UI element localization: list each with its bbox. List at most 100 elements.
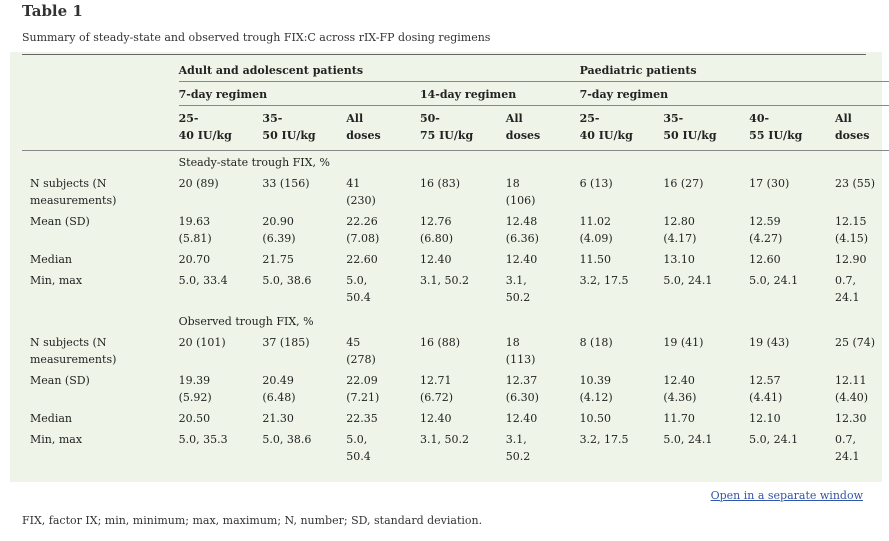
open-in-separate-window-link[interactable]: Open in a separate window	[710, 489, 863, 502]
row-label: Median	[30, 412, 72, 425]
table-cell: 12.57 (4.41)	[749, 374, 783, 404]
dose-column-header: 25- 40 IU/kg	[178, 105, 263, 151]
table-cell: 16 (27)	[663, 177, 704, 190]
table-cell: 12.37 (6.30)	[505, 374, 539, 404]
table-cell: 12.90	[834, 253, 867, 266]
table-cell: 3.1, 50.2	[419, 274, 469, 287]
table-cell: 5.0, 50.4	[346, 433, 371, 463]
row-label: Min, max	[30, 433, 83, 446]
dose-column-header: 25- 40 IU/kg	[579, 105, 664, 151]
table-cell: 18 (106)	[505, 177, 536, 207]
row-label: Mean (SD)	[30, 215, 90, 228]
table-cell: 22.09 (7.21)	[346, 374, 380, 404]
table-cell: 12.40	[505, 253, 538, 266]
table-cell: 45 (278)	[346, 336, 376, 366]
table-cell: 12.40	[419, 253, 452, 266]
table-cell: 16 (88)	[419, 336, 461, 349]
table-cell: 5.0, 38.6	[262, 274, 312, 287]
table-row: Median 20.70 21.75 22.60 12.40 12.40 11.50 13.1…	[22, 251, 889, 272]
table-row: N subjects (N measurements) 20 (89) 33 (156…	[22, 175, 889, 213]
table-cell: 20.49 (6.48)	[262, 374, 296, 404]
table-cell: 12.10	[749, 412, 781, 425]
table-row: Median 20.50 21.30 22.35 12.40 12.40 10.50 11.7…	[22, 410, 889, 431]
table-cell: 12.40	[505, 412, 538, 425]
table-cell: 21.30	[262, 412, 294, 425]
table-cell: 25 (74)	[834, 336, 876, 349]
table-cell: 12.40 (4.36)	[663, 374, 697, 404]
table-row: Min, max 5.0, 35.3 5.0, 38.6 5.0, 50.4 3.1, 5…	[22, 431, 889, 469]
table-cell: 5.0, 50.4	[346, 274, 371, 304]
table-cell: 5.0, 24.1	[749, 274, 799, 287]
table-cell: 10.50	[579, 412, 612, 425]
table-cell: 6 (13)	[579, 177, 613, 190]
table-cell: 12.76 (6.80)	[419, 215, 454, 245]
table-top-rule	[22, 54, 866, 55]
regimen-header-paed-7day: 7-day regimen	[579, 81, 889, 106]
table-cell: 19 (43)	[749, 336, 790, 349]
table-cell: 3.1, 50.2	[505, 433, 531, 463]
regimen-header-adult-7day: 7-day regimen	[178, 81, 420, 106]
table-cell: 11.02 (4.09)	[579, 215, 613, 245]
table-cell: 5.0, 38.6	[262, 433, 312, 446]
table-row: Mean (SD) 19.39 (5.92) 20.49 (6.48) 22.09 (7.2…	[22, 372, 889, 410]
table-title: Table 1	[22, 2, 83, 20]
table-cell: 37 (185)	[262, 336, 310, 349]
table-cell: 12.80 (4.17)	[663, 215, 697, 245]
table-cell: 20 (101)	[178, 336, 226, 349]
table-cell: 23 (55)	[834, 177, 876, 190]
table-cell: 16 (83)	[419, 177, 461, 190]
table-cell: 41 (230)	[346, 177, 376, 207]
table-cell: 12.15 (4.15)	[834, 215, 869, 245]
table-cell: 11.50	[579, 253, 612, 266]
table-cell: 12.11 (4.40)	[834, 374, 869, 404]
regimen-header-row: 7-day regimen 14-day regimen 7-day regim…	[22, 81, 889, 106]
dose-column-header: 40- 55 IU/kg	[749, 105, 835, 151]
group-header-adult: Adult and adolescent patients	[178, 58, 580, 82]
table-cell: 20.50	[178, 412, 211, 425]
table-cell: 0.7, 24.1	[834, 433, 860, 463]
table-cell: 19 (41)	[663, 336, 704, 349]
row-label: Median	[30, 253, 72, 266]
table-cell: 12.60	[749, 253, 781, 266]
data-table: Adult and adolescent patients Paediatric…	[22, 58, 889, 469]
dose-column-header: All doses	[505, 105, 580, 151]
table-cell: 5.0, 24.1	[663, 274, 713, 287]
table-cell: 11.70	[663, 412, 695, 425]
dose-column-header: 50- 75 IU/kg	[419, 105, 506, 151]
table-cell: 20.70	[178, 253, 211, 266]
table-cell: 8 (18)	[579, 336, 613, 349]
table-cell: 5.0, 33.4	[178, 274, 228, 287]
table-row: Min, max 5.0, 33.4 5.0, 38.6 5.0, 50.4 3.1, 5…	[22, 272, 889, 310]
table-cell: 20 (89)	[178, 177, 219, 190]
table-cell: 20.90 (6.39)	[262, 215, 296, 245]
table-cell: 12.59 (4.27)	[749, 215, 783, 245]
table-cell: 19.63 (5.81)	[178, 215, 212, 245]
table-cell: 12.40	[419, 412, 452, 425]
table-cell: 22.35	[346, 412, 378, 425]
table-cell: 10.39 (4.12)	[579, 374, 613, 404]
group-header-paediatric: Paediatric patients	[579, 58, 889, 82]
row-label: N subjects (N measurements)	[30, 336, 117, 366]
row-label: Mean (SD)	[30, 374, 90, 387]
regimen-header-adult-14day: 14-day regimen	[419, 81, 580, 106]
section-heading: Steady-state trough FIX, %	[178, 156, 330, 169]
section-heading: Observed trough FIX, %	[178, 315, 314, 328]
table-cell: 12.71 (6.72)	[419, 374, 454, 404]
table-cell: 13.10	[663, 253, 695, 266]
dose-column-header: 35- 50 IU/kg	[663, 105, 750, 151]
table-cell: 22.60	[346, 253, 378, 266]
section-header-row: Steady-state trough FIX, %	[22, 151, 889, 176]
table-cell: 5.0, 24.1	[663, 433, 713, 446]
table-cell: 3.2, 17.5	[579, 433, 629, 446]
table-cell: 18 (113)	[505, 336, 536, 366]
table-cell: 5.0, 24.1	[749, 433, 799, 446]
table-cell: 12.30	[834, 412, 867, 425]
table-caption: Summary of steady-state and observed tro…	[22, 31, 491, 44]
table-row: N subjects (N measurements) 20 (101) 37 (18…	[22, 334, 889, 372]
row-label: Min, max	[30, 274, 83, 287]
dose-column-header: All doses	[834, 105, 889, 151]
table-cell: 0.7, 24.1	[834, 274, 860, 304]
dose-header-row: 25- 40 IU/kg 35- 50 IU/kg All doses 50- 75 IU/k…	[22, 105, 889, 151]
dose-column-header: 35- 50 IU/kg	[262, 105, 347, 151]
group-header-row: Adult and adolescent patients Paediatric…	[22, 58, 889, 82]
